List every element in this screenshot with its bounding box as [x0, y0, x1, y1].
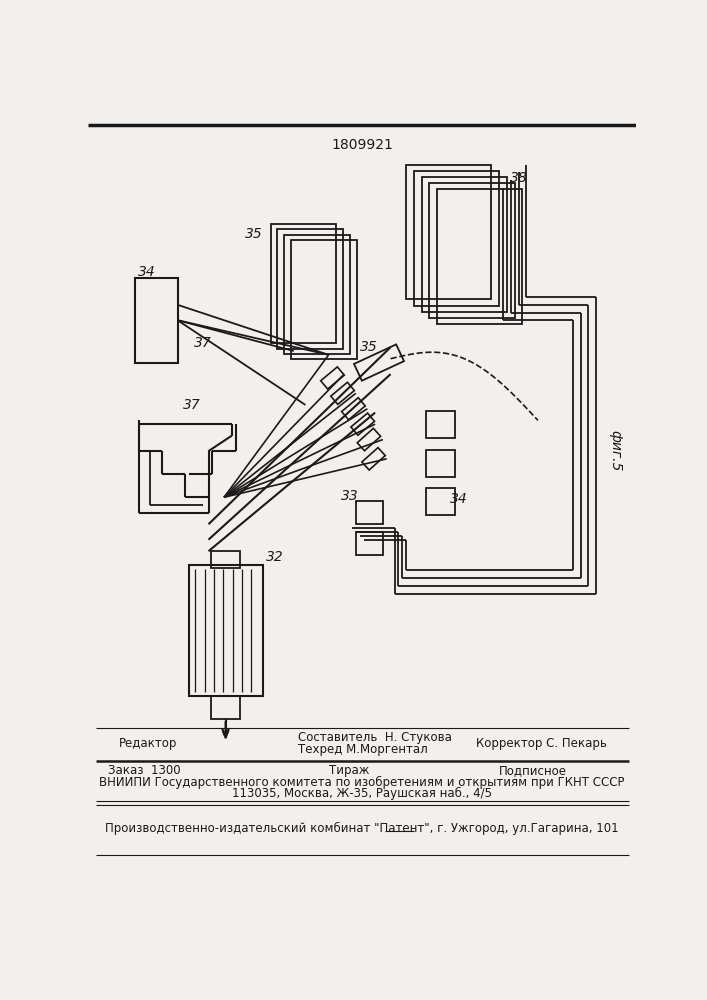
Bar — [271, 224, 337, 343]
Text: 38: 38 — [510, 171, 527, 185]
Text: 113035, Москва, Ж-35, Раушская наб., 4/5: 113035, Москва, Ж-35, Раушская наб., 4/5 — [232, 786, 492, 800]
Text: 35: 35 — [245, 227, 262, 241]
Text: 37: 37 — [182, 398, 200, 412]
Text: Составитель  Н. Стукова: Составитель Н. Стукова — [298, 731, 452, 744]
Text: Подписное: Подписное — [499, 764, 567, 777]
Text: 32: 32 — [266, 550, 284, 564]
Bar — [426, 488, 455, 515]
Bar — [211, 696, 240, 719]
Bar — [284, 235, 351, 354]
Text: Заказ  1300: Заказ 1300 — [107, 764, 180, 777]
Bar — [356, 501, 383, 524]
Bar — [437, 189, 522, 324]
Text: фиг.5: фиг.5 — [609, 430, 622, 472]
Bar — [429, 183, 515, 318]
Text: Корректор С. Пекарь: Корректор С. Пекарь — [476, 737, 607, 750]
Text: Производственно-издательский комбинат "Патент", г. Ужгород, ул.Гагарина, 101: Производственно-издательский комбинат "П… — [105, 822, 619, 835]
Bar — [426, 450, 455, 477]
Text: 1809921: 1809921 — [331, 138, 393, 152]
Bar — [406, 165, 491, 299]
Bar — [421, 177, 507, 312]
Text: ВНИИПИ Государственного комитета по изобретениям и открытиям при ГКНТ СССР: ВНИИПИ Государственного комитета по изоб… — [99, 776, 625, 789]
Text: Техред М.Моргентал: Техред М.Моргентал — [298, 743, 427, 756]
Bar — [426, 411, 455, 438]
Text: Тираж: Тираж — [329, 764, 369, 777]
Bar — [135, 278, 177, 363]
Bar — [291, 240, 357, 359]
Bar — [356, 532, 383, 555]
Text: 33: 33 — [341, 489, 359, 503]
Bar — [189, 565, 263, 696]
Text: Редактор: Редактор — [119, 737, 177, 750]
Text: 37: 37 — [194, 336, 212, 350]
Text: 34: 34 — [450, 492, 468, 506]
Bar — [277, 229, 344, 349]
Bar — [211, 551, 240, 568]
Text: 34: 34 — [138, 265, 156, 279]
Bar — [414, 171, 499, 306]
Text: 35: 35 — [360, 340, 378, 354]
